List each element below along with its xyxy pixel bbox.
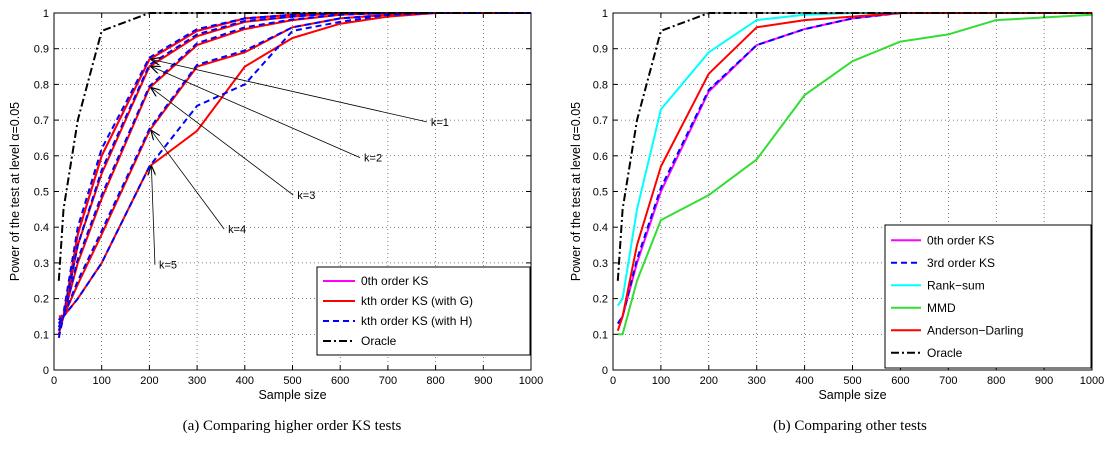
x-tick-label: 300 (188, 375, 206, 387)
x-tick-label: 200 (700, 375, 718, 387)
legend-box (884, 224, 1092, 369)
x-tick-label: 1000 (1080, 375, 1104, 387)
annotation-label: k=3 (297, 190, 315, 202)
annotation-arrow (151, 167, 155, 265)
y-tick-label: 0 (602, 365, 608, 377)
x-tick-label: 900 (1035, 375, 1053, 387)
x-tick-label: 400 (236, 375, 254, 387)
y-tick-label: 1 (602, 8, 608, 20)
y-tick-label: 0.2 (593, 294, 608, 306)
y-tick-label: 0 (43, 365, 49, 377)
x-tick-label: 700 (379, 375, 397, 387)
legend-label: Rank−sum (927, 278, 985, 292)
annotation-label: k=4 (228, 224, 246, 236)
annotation-arrow (151, 131, 225, 230)
legend-label: Oracle (361, 334, 397, 348)
x-tick-label: 600 (891, 375, 909, 387)
legend-label: MMD (927, 301, 956, 315)
y-axis-label: Power of the test at level α=0.05 (569, 102, 583, 281)
y-tick-label: 0.2 (34, 294, 49, 306)
y-tick-label: 1 (43, 8, 49, 20)
series-line (57, 12, 531, 339)
annotation-label: k=2 (364, 153, 382, 165)
figure-caption: (a) Comparing higher order KS tests (183, 418, 402, 434)
x-tick-label: 400 (795, 375, 813, 387)
x-tick-label: 0 (610, 375, 616, 387)
y-tick-label: 0.1 (593, 329, 608, 341)
y-tick-label: 0.4 (34, 222, 49, 234)
x-tick-label: 200 (140, 375, 158, 387)
x-tick-label: 300 (748, 375, 766, 387)
series-line (57, 12, 531, 328)
y-tick-label: 0.6 (34, 151, 49, 163)
annotation-arrow (151, 67, 361, 158)
x-tick-label: 700 (939, 375, 957, 387)
y-axis-label: Power of the test at level α=0.05 (8, 102, 22, 281)
y-tick-label: 0.4 (593, 222, 608, 234)
x-tick-label: 500 (843, 375, 861, 387)
x-axis-label: Sample size (818, 388, 886, 402)
x-tick-label: 1000 (519, 375, 543, 387)
figure-caption: (b) Comparing other tests (773, 418, 927, 434)
series-line-oracle (616, 12, 1092, 281)
y-tick-label: 0.5 (593, 187, 608, 199)
y-tick-label: 0.9 (34, 44, 49, 56)
y-tick-label: 0.8 (34, 79, 49, 91)
y-tick-label: 0.8 (593, 79, 608, 91)
legend-label: 3rd order KS (927, 256, 995, 270)
x-tick-label: 100 (93, 375, 111, 387)
y-tick-label: 0.9 (593, 44, 608, 56)
x-axis-label: Sample size (258, 388, 326, 402)
legend-label: kth order KS (with G) (361, 294, 473, 308)
legend-label: kth order KS (with H) (361, 314, 472, 328)
legend-label: Oracle (927, 346, 963, 360)
x-tick-label: 800 (426, 375, 444, 387)
y-tick-label: 0.3 (593, 258, 608, 270)
annotation-label: k=5 (159, 260, 177, 272)
chart-panel-b: 0 100 200 300 400 500 600 700 800 900 1000 0 0.1 0.2 0… (569, 8, 1104, 434)
annotation-label: k=1 (431, 117, 449, 129)
x-tick-label: 100 (652, 375, 670, 387)
chart-panel-a: k=1 k=2 k=3 k=4 k=5 0 100 200 300 400 500 600 700 800… (8, 8, 543, 434)
y-tick-label: 0.7 (593, 115, 608, 127)
series-line-mmd (617, 13, 1093, 336)
series-line (57, 12, 531, 332)
y-tick-label: 0.3 (34, 258, 49, 270)
x-tick-label: 0 (51, 375, 57, 387)
x-tick-label: 500 (283, 375, 301, 387)
x-tick-label: 600 (331, 375, 349, 387)
y-tick-label: 0.6 (593, 151, 608, 163)
legend: 0th order KS 3rd order KS Rank−sum MMD Ander… (884, 224, 1092, 369)
y-tick-label: 0.1 (34, 329, 49, 341)
annotation-arrow (151, 59, 427, 123)
legend-label: 0th order KS (927, 233, 994, 247)
y-tick-label: 0.5 (34, 187, 49, 199)
legend-label: 0th order KS (361, 274, 428, 288)
annotation-arrow (151, 88, 294, 196)
y-tick-label: 0.7 (34, 115, 49, 127)
x-tick-label: 900 (474, 375, 492, 387)
x-tick-label: 800 (987, 375, 1005, 387)
legend-label: Anderson−Darling (927, 323, 1023, 337)
legend: 0th order KS kth order KS (with G) kth ord… (316, 266, 531, 356)
